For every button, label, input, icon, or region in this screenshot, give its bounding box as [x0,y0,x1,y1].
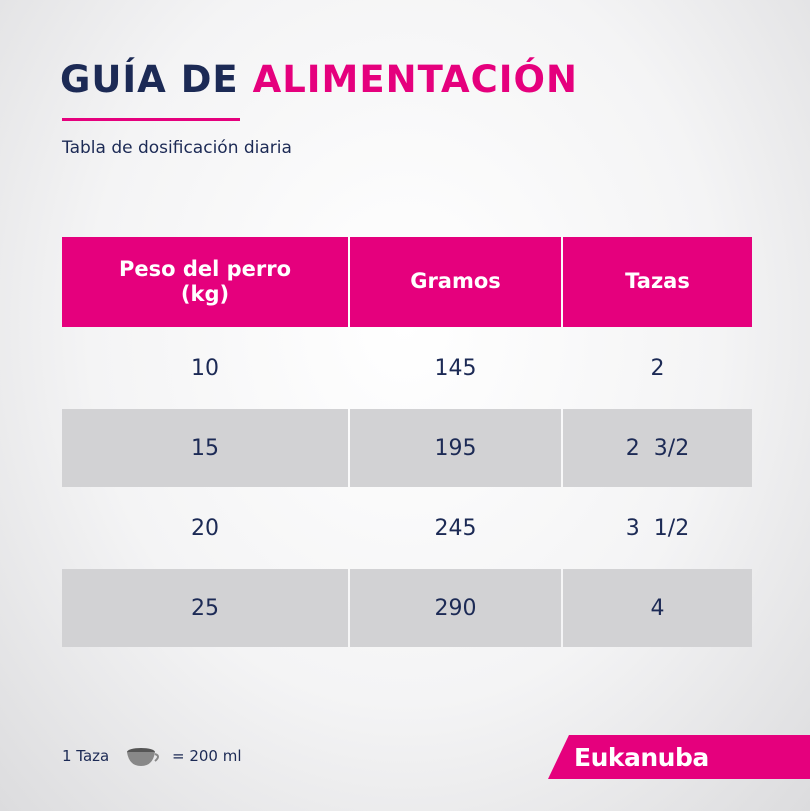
cup-handle [154,753,159,762]
title-underline [62,118,240,121]
table-cell: 290 [350,569,561,647]
table-cell: 2 3/2 [563,409,752,487]
table-cell: 4 [563,569,752,647]
cup-body [127,752,155,766]
cup-icon [127,748,159,766]
table-cell: 15 [62,409,348,487]
column-header: Peso del perro (kg) [62,237,348,327]
column-header: Tazas [563,237,752,327]
feeding-table: Peso del perro (kg) Gramos Tazas 10 145 2 15 19… [62,237,752,647]
unit-value: = 200 ml [172,747,242,765]
table-cell: 2 [650,355,665,381]
table-cell: 195 [350,409,561,487]
title-part: GUÍA DE [60,58,239,101]
table-cell: 145 [434,355,477,381]
table-cell: 10 [191,355,219,381]
table-cell: 25 [62,569,348,647]
subtitle: Tabla de dosificación diaria [62,138,292,158]
table-cell: 20 [191,515,219,541]
table-cell: 3 1/2 [625,515,690,541]
column-header: Gramos [350,237,561,327]
title: GUÍA DE ALIMENTACIÓN [60,58,578,101]
unit-label: 1 Taza [62,747,110,765]
brand-logo: Eukanuba [548,735,810,779]
table-cell: 245 [434,515,477,541]
title-part: ALIMENTACIÓN [252,58,578,101]
